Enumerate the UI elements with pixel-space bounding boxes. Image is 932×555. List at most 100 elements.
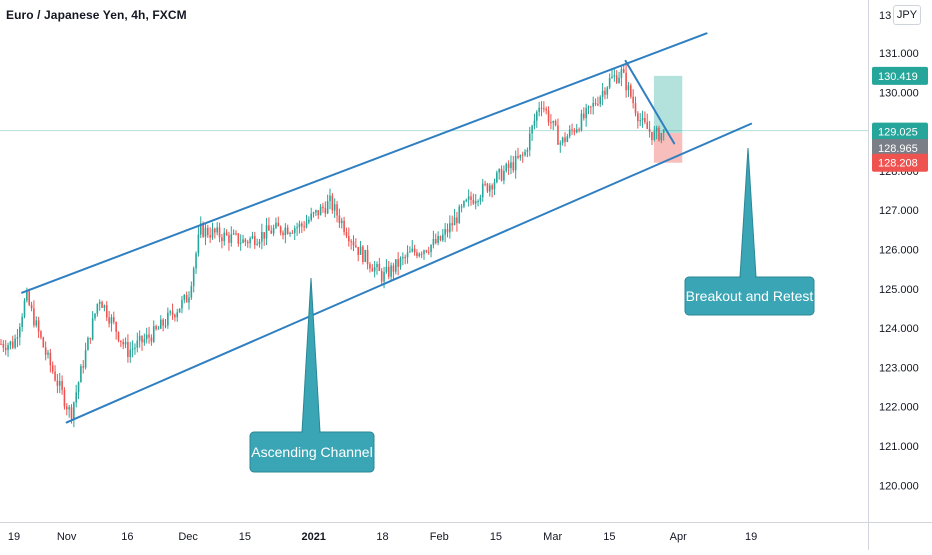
candle-body: [439, 235, 442, 241]
candle-body: [592, 102, 594, 107]
candle-body: [620, 69, 623, 78]
candle-body: [587, 106, 590, 108]
candle-body: [336, 204, 338, 216]
candle-body: [545, 108, 547, 111]
candle-body: [171, 311, 174, 315]
candle-body: [625, 72, 627, 91]
trendlines[interactable]: [21, 32, 753, 424]
stop-loss-zone[interactable]: [653, 132, 683, 163]
candle-body: [385, 266, 388, 272]
candle-body: [430, 244, 432, 253]
candle-body: [312, 212, 315, 214]
candle-body: [514, 155, 517, 171]
candle-body: [583, 113, 585, 119]
candle-body: [409, 251, 411, 253]
candle-body: [122, 341, 124, 345]
candle-body: [209, 235, 211, 238]
candle-body: [183, 294, 186, 300]
candle-body: [434, 238, 437, 244]
candle-body: [371, 268, 374, 272]
entry-tag: [872, 138, 928, 157]
take-profit-tag-text: 130.419: [878, 71, 918, 83]
candle-body: [80, 366, 82, 383]
channel-upper-line[interactable]: [21, 32, 708, 294]
candle-body: [340, 220, 343, 224]
candle-body: [406, 252, 409, 258]
candle-body: [651, 131, 653, 140]
candle-body: [56, 380, 59, 386]
time-tick-label: 18: [376, 531, 388, 543]
candle-body: [559, 142, 562, 145]
candle-body: [155, 326, 157, 330]
time-tick-label: 19: [8, 531, 20, 543]
candle-body: [105, 305, 108, 318]
candle-body: [322, 206, 324, 209]
candle-body: [641, 118, 644, 121]
candle-body: [648, 128, 651, 132]
candle-body: [115, 322, 117, 332]
candle-body: [19, 326, 21, 338]
candle-body: [75, 392, 77, 403]
candle-body: [11, 341, 14, 348]
candle-body: [653, 131, 656, 140]
breakout-trendline-line[interactable]: [624, 59, 676, 145]
time-tick-label: Nov: [57, 531, 77, 543]
candle-body: [404, 257, 406, 259]
candle-body: [134, 347, 136, 349]
candle-body: [21, 316, 23, 327]
time-axis[interactable]: 19 Nov 16 Dec 15 2021 18 Feb 15 Mar 15 Apr 19: [8, 531, 757, 543]
time-tick-label: 15: [490, 531, 502, 543]
candle-body: [474, 201, 477, 204]
price-axis[interactable]: 131.000130.000128.000127.000126.000125.0…: [879, 10, 919, 492]
candle-body: [392, 265, 395, 272]
channel-lower-line[interactable]: [65, 122, 753, 424]
candle-body: [637, 113, 639, 122]
candle-body: [646, 122, 649, 129]
candle-body: [411, 248, 414, 252]
candle-body: [298, 223, 301, 228]
candle-body: [413, 248, 416, 253]
candle-body: [362, 246, 364, 262]
candle-body: [58, 381, 61, 386]
candle-body: [181, 299, 183, 309]
candle-body: [82, 366, 85, 368]
candle-body: [275, 222, 277, 228]
currency-button[interactable]: JPY: [893, 5, 921, 25]
candle-body: [197, 234, 200, 254]
candle-body: [491, 185, 493, 190]
candle-body: [108, 317, 110, 324]
candle-body: [427, 251, 430, 253]
candle-body: [533, 120, 536, 126]
candle-body: [254, 236, 256, 245]
candle-body: [63, 390, 66, 407]
candle-body: [554, 120, 557, 126]
candle-body: [42, 337, 45, 348]
candle-body: [268, 225, 270, 231]
candle-body: [14, 338, 16, 348]
candle-body: [557, 125, 559, 145]
candle-body: [575, 129, 578, 133]
candle-body: [561, 137, 564, 143]
candle-body: [526, 150, 529, 152]
candle-body: [420, 253, 423, 255]
candle-body: [136, 340, 139, 348]
candle-body: [152, 326, 155, 342]
candle-body: [251, 236, 254, 239]
candle-body: [486, 183, 489, 192]
candle-body: [73, 402, 75, 419]
candle-body: [550, 122, 552, 124]
take-profit-zone[interactable]: [653, 75, 683, 133]
candle-body: [0, 343, 2, 345]
candle-body: [272, 227, 275, 234]
candle-body: [503, 170, 505, 181]
candle-body: [30, 304, 33, 309]
candle-body: [343, 220, 345, 233]
candle-body: [68, 407, 70, 410]
candle-body: [622, 69, 625, 73]
candle-body: [26, 291, 28, 301]
candle-body: [110, 317, 113, 324]
candle-body: [51, 365, 54, 372]
candle-body: [397, 259, 399, 267]
